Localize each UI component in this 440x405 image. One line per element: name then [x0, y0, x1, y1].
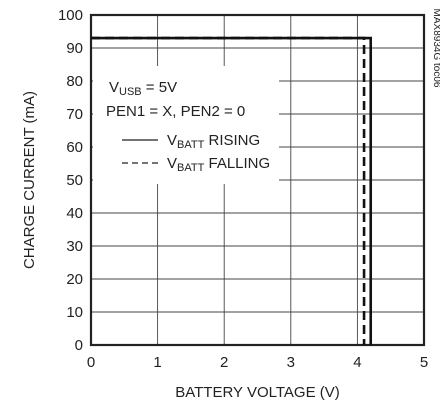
y-tick-label: 60 [66, 139, 83, 156]
y-tick-label: 50 [66, 172, 83, 189]
x-axis-label: BATTERY VOLTAGE (V) [175, 384, 339, 401]
x-tick-label: 5 [420, 354, 428, 371]
y-tick-label: 30 [66, 238, 83, 255]
series-group [91, 36, 373, 345]
condition-vusb: VUSB = 5V [109, 79, 177, 98]
x-tick-label: 1 [153, 354, 161, 371]
legend-label-rising: VBATT RISING [167, 132, 260, 151]
plot-frame [89, 13, 426, 347]
legend: VUSB = 5V PEN1 = X, PEN2 = 0 VBATT RISIN… [93, 66, 279, 184]
y-tick-label: 40 [66, 205, 83, 222]
legend-label-falling: VBATT FALLING [167, 155, 270, 174]
y-tick-label: 80 [66, 73, 83, 90]
y-tick-label: 10 [66, 304, 83, 321]
series-line-rising [91, 36, 373, 345]
x-tick-labels: 0 1 2 3 4 5 [87, 354, 428, 371]
y-tick-label: 0 [75, 337, 83, 354]
series-line-falling [91, 36, 366, 345]
plot-border [89, 13, 426, 347]
y-axis-label: CHARGE CURRENT (mA) [21, 91, 38, 269]
figure-code: MAX8934G toc06 [431, 9, 440, 88]
y-tick-label: 20 [66, 271, 83, 288]
y-tick-label: 90 [66, 40, 83, 57]
y-tick-label: 100 [58, 7, 83, 24]
x-tick-label: 3 [287, 354, 295, 371]
y-tick-label: 70 [66, 106, 83, 123]
legend-background [93, 66, 279, 184]
x-tick-label: 0 [87, 354, 95, 371]
x-tick-label: 2 [220, 354, 228, 371]
x-tick-label: 4 [353, 354, 361, 371]
y-tick-labels: 0 10 20 30 40 50 60 70 80 90 100 [58, 7, 83, 354]
condition-pen: PEN1 = X, PEN2 = 0 [106, 103, 245, 120]
